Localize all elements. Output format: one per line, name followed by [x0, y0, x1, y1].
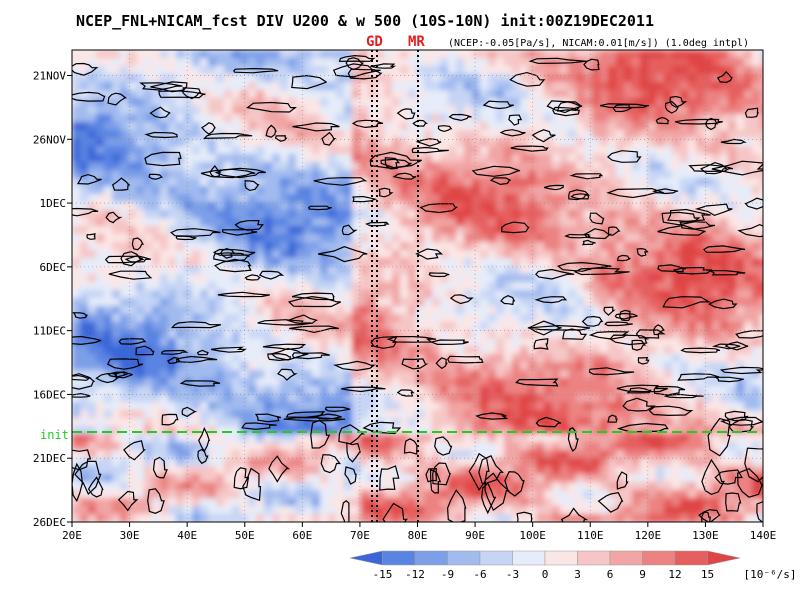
y-tick-label: 16DEC	[33, 388, 66, 401]
y-tick-label: 1DEC	[40, 197, 67, 210]
colorbar-tick-label: 15	[701, 568, 714, 581]
x-tick-label: 70E	[350, 529, 370, 542]
colorbar-tick-label: 9	[639, 568, 646, 581]
colorbar-swatch	[674, 550, 708, 566]
colorbar-swatch	[544, 550, 578, 566]
colorbar-swatch	[609, 550, 643, 566]
x-tick-label: 20E	[62, 529, 82, 542]
x-axis-ticks: 20E 30E 40E 50E 60E 70E 80E 90E 100E 110E 120E 130E…	[62, 522, 776, 542]
x-tick-label: 60E	[292, 529, 312, 542]
colorbar-tick-label: -9	[441, 568, 454, 581]
colorbar-tick-label: -15	[373, 568, 393, 581]
x-tick-label: 100E	[519, 529, 546, 542]
x-tick-label: 120E	[635, 529, 662, 542]
gd-marker-label: GD	[366, 34, 383, 50]
colorbar-tick-label: 3	[574, 568, 581, 581]
x-tick-label: 50E	[235, 529, 255, 542]
y-tick-label: 26NOV	[33, 133, 66, 146]
colorbar-swatch	[414, 550, 448, 566]
y-tick-label: 26DEC	[33, 516, 66, 529]
y-tick-label: 11DEC	[33, 325, 66, 338]
colorbar-swatch	[479, 550, 513, 566]
colorbar-tick-label: 0	[542, 568, 549, 581]
plot-area	[71, 49, 764, 523]
y-tick-label: 21DEC	[33, 452, 66, 465]
colorbar-tick-label: 6	[607, 568, 614, 581]
y-tick-label: 6DEC	[40, 261, 67, 274]
colorbar-swatch	[577, 550, 611, 566]
x-tick-label: 30E	[120, 529, 140, 542]
colorbar-swatch	[512, 550, 546, 566]
x-tick-label: 40E	[177, 529, 197, 542]
colorbar: -15 -12 -9 -6 -3 0 3 6 9 12 15 [10⁻⁶/s]	[349, 550, 797, 581]
x-tick-label: 130E	[692, 529, 719, 542]
colorbar-swatch	[707, 550, 741, 566]
colorbar-tick-label: -12	[405, 568, 425, 581]
x-tick-label: 90E	[465, 529, 485, 542]
y-tick-label: 21NOV	[33, 70, 66, 83]
colorbar-tick-label: -6	[473, 568, 486, 581]
chart-title: NCEP_FNL+NICAM_fcst DIV U200 & w 500 (10…	[76, 12, 654, 30]
chart-subtitle: (NCEP:-0.05[Pa/s], NICAM:0.01[m/s]) (1.0…	[448, 38, 750, 49]
divergence-field	[72, 50, 763, 522]
colorbar-swatch	[447, 550, 481, 566]
colorbar-tick-label: -3	[506, 568, 519, 581]
x-tick-label: 110E	[577, 529, 604, 542]
colorbar-swatch	[642, 550, 676, 566]
colorbar-swatch	[382, 550, 416, 566]
y-axis-ticks: 21NOV 26NOV 1DEC 6DEC 11DEC 16DEC 21DEC 26DEC	[33, 70, 72, 529]
colorbar-tick-label: 12	[668, 568, 681, 581]
x-tick-label: 80E	[408, 529, 428, 542]
colorbar-swatch	[349, 550, 383, 566]
x-tick-label: 140E	[750, 529, 777, 542]
colorbar-unit-label: [10⁻⁶/s]	[744, 568, 797, 581]
init-label: init	[40, 428, 69, 442]
omega-contours	[72, 54, 763, 522]
mr-marker-label: MR	[408, 34, 425, 50]
